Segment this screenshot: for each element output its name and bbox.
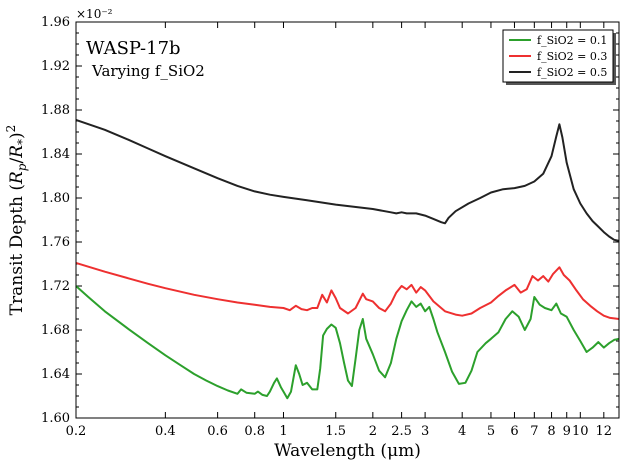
- series-line-1: [75, 285, 620, 400]
- x-tick-label: 7: [530, 424, 538, 439]
- y-tick-label: 1.68: [41, 323, 70, 338]
- y-tick-label: 1.92: [41, 59, 70, 74]
- x-tick-label: 1: [279, 424, 287, 439]
- x-tick-label: 5: [487, 424, 495, 439]
- x-tick-label: 0.2: [66, 424, 87, 439]
- y-tick-label: 1.76: [41, 235, 70, 250]
- y-offset-label: ×10⁻²: [76, 7, 113, 21]
- x-tick-label: 0.6: [207, 424, 228, 439]
- x-tick-label: 10: [572, 424, 589, 439]
- x-tick-label: 2.5: [391, 424, 412, 439]
- y-tick-label: 1.84: [41, 147, 70, 162]
- series-line-3: [75, 118, 620, 242]
- chart-title: WASP-17b: [86, 38, 181, 59]
- x-tick-label: 4: [458, 424, 466, 439]
- chart-subtitle: Varying f_SiO2: [91, 62, 205, 80]
- x-tick-label: 0.8: [244, 424, 265, 439]
- x-tick-label: 3: [421, 424, 429, 439]
- legend-entry: f_SiO2 = 0.1: [537, 34, 607, 47]
- x-tick-label: 9: [563, 424, 571, 439]
- x-tick-label: 8: [547, 424, 555, 439]
- y-tick-label: 1.88: [41, 103, 70, 118]
- legend-entry: f_SiO2 = 0.5: [537, 66, 607, 79]
- x-tick-label: 12: [596, 424, 613, 439]
- legend: f_SiO2 = 0.1 f_SiO2 = 0.3 f_SiO2 = 0.5: [502, 29, 616, 85]
- x-tick-label: 2: [369, 424, 377, 439]
- y-tick-label: 1.64: [41, 367, 70, 382]
- y-tick-label: 1.96: [41, 15, 70, 30]
- x-tick-label: 1.5: [325, 424, 346, 439]
- y-tick-label: 1.60: [41, 411, 70, 426]
- plot-frame: [75, 21, 620, 419]
- y-tick-label: 1.80: [41, 191, 70, 206]
- series-lines: [75, 118, 620, 400]
- legend-entry: f_SiO2 = 0.3: [537, 50, 607, 63]
- x-tick-label: 0.4: [155, 424, 176, 439]
- x-axis-ticks: 0.2 0.4 0.6 0.8 1 1.5 2 2.5 3 4 5 6 7 8 9 10 12: [66, 22, 612, 439]
- series-line-2: [75, 261, 620, 320]
- y-tick-label: 1.72: [41, 279, 70, 294]
- x-axis-label: Wavelength (μm): [274, 441, 421, 461]
- y-axis-label: Transit Depth (Rp/R*)2: [4, 125, 29, 316]
- x-tick-label: 6: [510, 424, 518, 439]
